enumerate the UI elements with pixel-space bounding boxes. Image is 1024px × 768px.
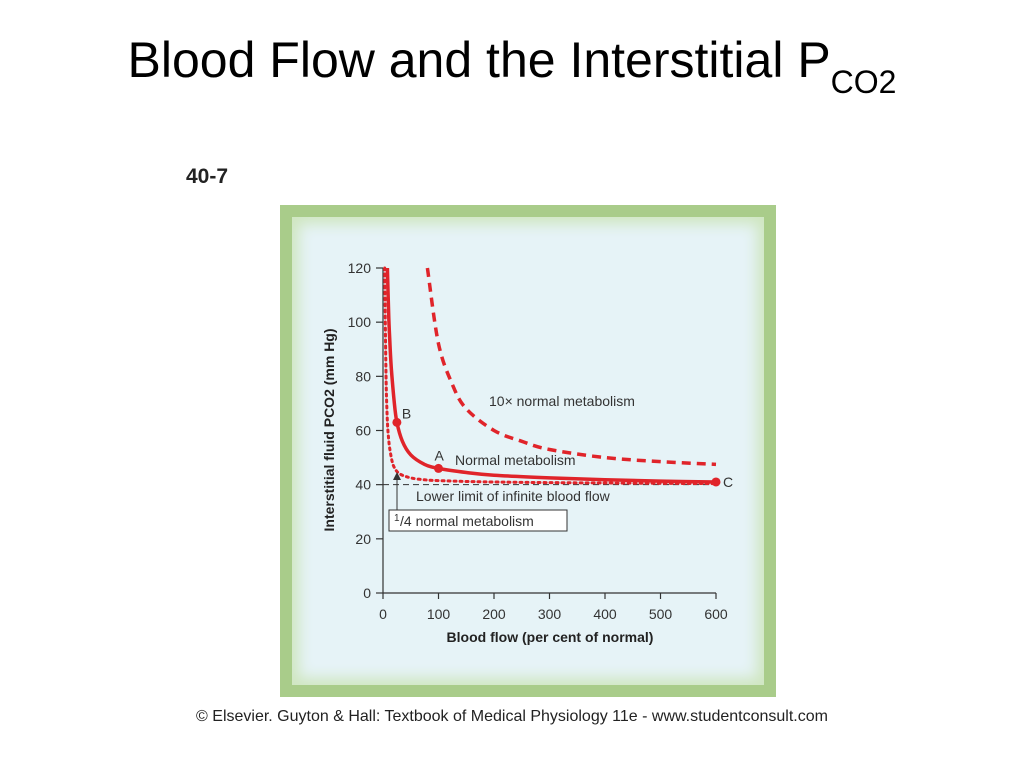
x-tick-label-0: 0 (379, 606, 387, 622)
x-tick-label-6: 600 (704, 606, 728, 622)
x-tick-label-2: 200 (482, 606, 506, 622)
x-axis-title: Blood flow (per cent of normal) (447, 629, 654, 645)
point-b (392, 417, 402, 427)
slide-title: Blood Flow and the Interstitial PCO2 (0, 30, 1024, 101)
x-tick-label-5: 500 (649, 606, 673, 622)
y-tick-label-3: 60 (355, 423, 371, 439)
y-axis-title: Interstitial fluid PCO2 (mm Hg) (321, 328, 337, 531)
figure-background (292, 217, 764, 685)
quarter-label-box (388, 509, 568, 532)
point-c (711, 477, 721, 487)
y-tick-label-1: 20 (355, 531, 371, 547)
y-tick-label-4: 80 (355, 368, 371, 384)
point-a (434, 463, 443, 473)
label-reference-line: Lower limit of infinite blood flow (416, 488, 611, 504)
figure-label: 40-7 (186, 165, 229, 188)
figure-frame (280, 205, 776, 697)
series-normal-metabolism (385, 267, 717, 484)
chart-points: A B C (392, 405, 733, 490)
x-tick-label-4: 400 (593, 606, 617, 622)
series-10x-metabolism (425, 267, 717, 467)
title-subscript: CO2 (830, 64, 897, 100)
figure-caption: © Elsevier. Guyton & Hall: Textbook of M… (196, 708, 828, 725)
x-tick-label-1: 100 (427, 606, 451, 622)
y-tick-label-0: 0 (363, 585, 371, 601)
point-label-a: A (435, 447, 445, 463)
point-label-b: B (402, 405, 411, 421)
y-tick-label-6: 120 (348, 260, 372, 276)
label-quarter-metabolism: /4 normal metabolism (400, 513, 534, 529)
ticks: 0 100 200 300 400 500 600 0 20 40 60 80 100 120 (348, 260, 728, 622)
y-tick-label-5: 100 (348, 314, 372, 330)
y-tick-label-2: 40 (355, 477, 371, 493)
label-10x-metabolism: 10× normal metabolism (489, 393, 635, 409)
title-main: Blood Flow and the Interstitial P (127, 32, 831, 88)
label-normal-metabolism: Normal metabolism (455, 452, 576, 468)
label-quarter-superscript: 1 (394, 513, 400, 524)
point-label-c: C (723, 474, 733, 490)
x-tick-label-3: 300 (538, 606, 562, 622)
